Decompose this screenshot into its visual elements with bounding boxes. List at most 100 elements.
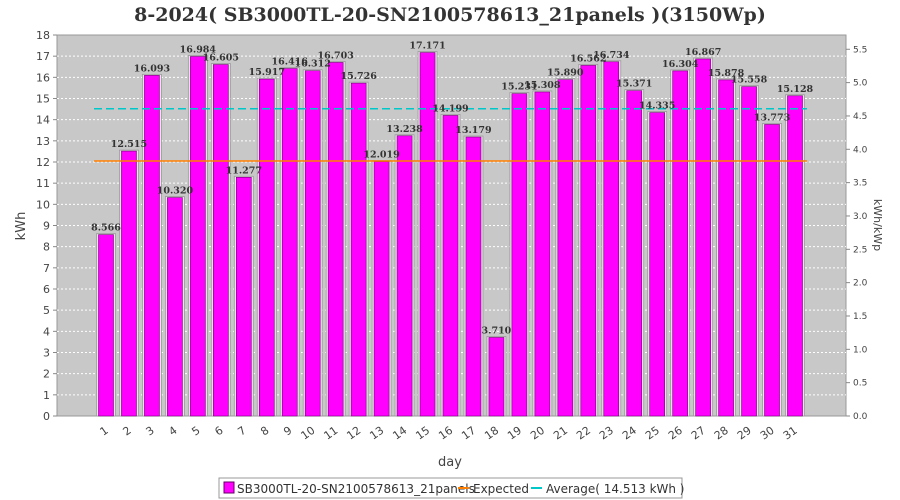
y-tick-label: 6 [43, 283, 50, 296]
x-tick-label: 18 [482, 424, 501, 443]
x-tick-label: 11 [321, 424, 340, 443]
y-tick-label: 13 [36, 135, 50, 148]
data-label: 16.867 [685, 47, 721, 58]
y-tick-label: 17 [36, 50, 50, 63]
x-tick-label: 29 [735, 424, 754, 443]
data-label: 15.128 [777, 84, 814, 95]
y2-tick-label: 4.5 [853, 112, 867, 122]
bar [236, 177, 252, 417]
legend: SB3000TL-20-SN2100578613_21panels Expect… [218, 477, 685, 499]
bar [144, 75, 160, 417]
bar [350, 82, 367, 417]
x-tick-label: 15 [413, 424, 432, 443]
y2-axis-ticks: 0.0 0.5 1.0 1.5 2.0 2.5 3.0 3.5 4.0 4.5 5.0 5.5 [846, 45, 868, 422]
y-tick-label: 7 [43, 262, 50, 275]
bar [213, 64, 229, 417]
bars [96, 51, 805, 417]
bar [304, 70, 321, 417]
grid [57, 55, 846, 396]
bar [121, 150, 137, 417]
data-label: 15.558 [731, 75, 768, 86]
y-tick-label: 8 [43, 241, 50, 254]
y2-tick-label: 0.5 [853, 379, 867, 389]
x-tick-label: 14 [390, 424, 409, 443]
bar [695, 58, 711, 417]
x-tick-label: 12 [344, 424, 363, 443]
x-tick-label: 31 [781, 424, 800, 443]
x-tick-label: 6 [212, 424, 225, 439]
data-label: 12.515 [111, 139, 147, 150]
y2-tick-label: 3.5 [853, 179, 867, 189]
x-tick-label: 22 [574, 424, 593, 443]
chart-title: 8-2024( SB3000TL-20-SN2100578613_21panel… [134, 4, 766, 26]
x-axis-ticks: 1 2 3 4 5 6 7 8 9 10 11 12 13 14 15 16 17 18 19 20 21 22 23 24 2… [98, 424, 800, 443]
x-tick-label: 28 [712, 424, 731, 443]
data-label: 15.878 [708, 68, 745, 79]
bar [98, 234, 114, 417]
data-label: 13.773 [754, 112, 790, 123]
data-label: 13.238 [386, 124, 423, 135]
x-tick-label: 30 [758, 424, 777, 443]
y2-tick-label: 0.0 [853, 412, 868, 422]
x-tick-label: 25 [643, 424, 662, 443]
data-label: 15.890 [547, 68, 584, 79]
data-label: 14.335 [639, 101, 675, 112]
x-tick-label: 19 [505, 424, 524, 443]
bar [557, 79, 574, 417]
x-tick-label: 26 [666, 424, 685, 443]
data-label: 15.917 [249, 67, 285, 78]
data-label: 14.199 [432, 103, 469, 114]
x-tick-label: 16 [436, 424, 455, 443]
legend-label-average: Average( 14.513 kWh ) [546, 482, 685, 496]
x-tick-label: 5 [189, 424, 202, 439]
legend-label-expected: Expected [473, 482, 529, 496]
data-label: 12.019 [363, 150, 400, 161]
bar [465, 136, 482, 417]
y2-tick-label: 2.5 [853, 245, 867, 255]
x-tick-label: 27 [689, 424, 708, 443]
x-tick-label: 7 [235, 424, 248, 439]
y-tick-label: 4 [43, 325, 50, 338]
y-tick-label: 3 [43, 347, 50, 360]
x-tick-label: 13 [367, 424, 386, 443]
data-label: 16.304 [662, 59, 699, 70]
data-label: 3.710 [482, 325, 512, 336]
data-label: 15.726 [340, 71, 377, 82]
data-label: 16.734 [593, 50, 630, 61]
bar [396, 135, 413, 417]
x-tick-label: 17 [459, 424, 478, 443]
x-tick-label: 8 [258, 424, 271, 439]
data-label: 16.984 [180, 45, 217, 56]
data-label: 16.562 [570, 53, 606, 64]
reference-lines [94, 108, 807, 162]
bar [258, 78, 275, 417]
bar [626, 90, 643, 417]
bar [190, 56, 206, 417]
y2-tick-label: 4.0 [853, 145, 868, 155]
y-tick-label: 1 [43, 389, 50, 402]
bar [327, 62, 344, 417]
x-tick-label: 24 [620, 424, 639, 443]
bar [741, 86, 757, 417]
data-label: 8.566 [91, 223, 121, 234]
legend-label-bar: SB3000TL-20-SN2100578613_21panels [237, 482, 475, 496]
bar [718, 79, 734, 417]
y-tick-label: 0 [43, 410, 50, 423]
data-label: 15.231 [501, 82, 537, 93]
x-tick-label: 23 [597, 424, 616, 443]
bar [580, 65, 597, 417]
bar [534, 91, 551, 417]
y-axis-label: kWh [14, 212, 29, 241]
y-tick-label: 9 [43, 220, 50, 233]
x-tick-label: 4 [166, 424, 179, 439]
data-label: 16.416 [272, 57, 309, 68]
bar [373, 161, 390, 417]
y-tick-label: 18 [36, 29, 50, 42]
bar [488, 337, 505, 417]
bar [281, 68, 298, 417]
y-tick-label: 10 [36, 198, 50, 211]
x-tick-label: 3 [143, 424, 156, 439]
